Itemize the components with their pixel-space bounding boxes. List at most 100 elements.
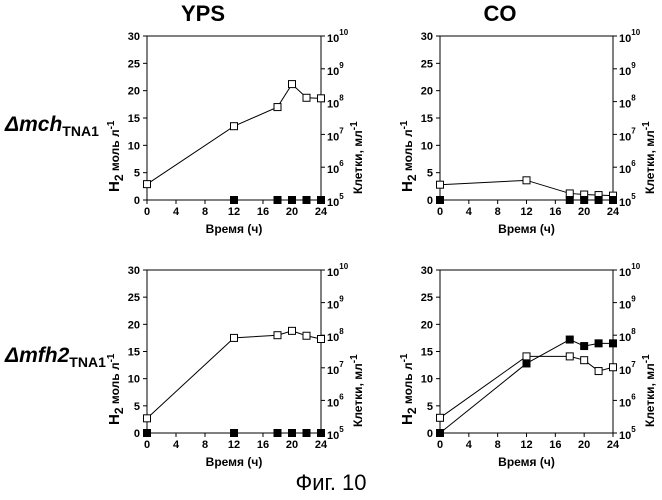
x-tick-label: 4 bbox=[466, 206, 473, 218]
y-tick-label: 30 bbox=[128, 31, 140, 43]
y2-axis-title: Клетки, мл-1 bbox=[641, 354, 657, 427]
row-label-mfh2-delta: Δ bbox=[4, 344, 19, 367]
chart-panel-mch-YPS: 0 4 8 12 16 20 24 0 5 10 15 20 25 30 1010 109 108 107 106 1… bbox=[106, 28, 365, 236]
chart-panel-mfh2-YPS: 0 4 8 12 16 20 24 0 5 10 15 20 25 30 1010 109 108 107 106 1… bbox=[106, 262, 365, 469]
row-label-mch: ΔmchTNA1 bbox=[4, 113, 99, 139]
data-point-cells bbox=[436, 413, 444, 422]
y-tick-label: 0 bbox=[427, 195, 433, 207]
y-tick-label: 20 bbox=[421, 319, 433, 331]
y-tick-label: 5 bbox=[427, 401, 433, 413]
y-tick-label: 10 bbox=[128, 140, 140, 152]
x-tick-label: 12 bbox=[228, 439, 240, 451]
y-tick-label: 15 bbox=[128, 113, 140, 125]
data-point-H2 bbox=[288, 429, 296, 437]
series-line-cells bbox=[146, 330, 322, 419]
y-tick-label: 15 bbox=[128, 347, 140, 359]
data-point-H2 bbox=[609, 339, 617, 348]
y2-tick-label: 106 bbox=[327, 392, 344, 409]
y2-tick-label: 108 bbox=[327, 327, 344, 344]
data-point-cells bbox=[565, 352, 574, 361]
data-point-H2 bbox=[436, 196, 444, 204]
column-title-co: CO bbox=[484, 1, 517, 26]
data-point-cells bbox=[302, 93, 311, 102]
y-axis-title: H2 моль л-1 bbox=[399, 353, 419, 425]
x-tick-label: 24 bbox=[315, 439, 328, 451]
data-point-cells bbox=[230, 122, 238, 131]
y-axis-title: H2 моль л-1 bbox=[399, 120, 419, 192]
y-tick-label: 15 bbox=[421, 113, 433, 125]
y-tick-label: 10 bbox=[128, 374, 140, 386]
y-tick-label: 25 bbox=[421, 292, 433, 304]
row-label-mch-gene: mch bbox=[19, 113, 62, 136]
data-point-cells bbox=[580, 356, 589, 365]
y-tick-label: 25 bbox=[128, 292, 140, 304]
data-point-cells bbox=[288, 80, 296, 89]
x-tick-label: 24 bbox=[607, 206, 620, 218]
data-point-H2 bbox=[580, 196, 589, 204]
y-tick-label: 20 bbox=[421, 86, 433, 98]
data-point-H2 bbox=[317, 429, 325, 437]
data-point-H2 bbox=[436, 429, 444, 437]
y2-axis-title: Клетки, мл-1 bbox=[349, 354, 365, 427]
plot-frame bbox=[439, 269, 614, 434]
row-label-mfh2-subscript: TNA1 bbox=[69, 354, 106, 370]
y2-tick-label: 105 bbox=[327, 192, 344, 209]
x-tick-label: 4 bbox=[173, 439, 180, 451]
x-axis-title: Время (ч) bbox=[498, 222, 555, 236]
y2-tick-label: 108 bbox=[327, 94, 344, 111]
column-title-yps: YPS bbox=[181, 1, 225, 26]
x-tick-label: 8 bbox=[495, 206, 501, 218]
data-point-H2 bbox=[288, 196, 296, 204]
data-point-H2 bbox=[522, 359, 531, 368]
y2-tick-label: 107 bbox=[619, 126, 636, 143]
data-point-H2 bbox=[273, 196, 282, 204]
data-point-cells bbox=[317, 335, 325, 344]
data-point-H2 bbox=[594, 196, 603, 204]
x-tick-label: 0 bbox=[144, 439, 150, 451]
y2-tick-label: 1010 bbox=[619, 262, 641, 279]
x-tick-label: 8 bbox=[202, 206, 208, 218]
y-tick-label: 5 bbox=[134, 401, 140, 413]
y2-tick-label: 109 bbox=[327, 61, 344, 78]
row-label-mfh2: Δmfh2TNA1 bbox=[4, 344, 106, 370]
data-point-cells bbox=[522, 176, 531, 185]
plot-frame bbox=[146, 269, 322, 434]
y2-tick-label: 109 bbox=[619, 61, 636, 78]
x-tick-label: 12 bbox=[228, 206, 240, 218]
x-tick-label: 24 bbox=[607, 439, 620, 451]
y-tick-label: 10 bbox=[421, 374, 433, 386]
data-point-cells bbox=[317, 94, 325, 103]
y2-tick-label: 108 bbox=[619, 327, 636, 344]
series-line-cells bbox=[146, 83, 322, 185]
data-point-cells bbox=[565, 189, 574, 198]
y2-tick-label: 109 bbox=[327, 295, 344, 312]
x-tick-label: 0 bbox=[437, 206, 443, 218]
row-label-mfh2-gene: mfh2 bbox=[19, 344, 69, 367]
x-axis-title: Время (ч) bbox=[206, 222, 263, 236]
figure-caption: Фиг. 10 bbox=[295, 470, 366, 495]
x-tick-label: 0 bbox=[437, 439, 443, 451]
data-point-cells bbox=[522, 352, 531, 361]
y-axis-title: H2 моль л-1 bbox=[106, 353, 126, 425]
row-label-mch-subscript: TNA1 bbox=[62, 123, 99, 139]
data-point-cells bbox=[436, 180, 444, 189]
y-tick-label: 5 bbox=[134, 168, 140, 180]
data-point-cells bbox=[288, 326, 296, 335]
y2-tick-label: 105 bbox=[327, 425, 344, 442]
data-point-cells bbox=[143, 180, 151, 189]
y2-tick-label: 108 bbox=[619, 94, 636, 111]
row-label-mch-delta: Δ bbox=[4, 113, 19, 136]
chart-panel-mch-CO: 0 4 8 12 16 20 24 0 5 10 15 20 25 30 1010 109 108 107 106 1… bbox=[399, 28, 657, 236]
data-point-H2 bbox=[302, 196, 311, 204]
data-point-H2 bbox=[302, 429, 311, 437]
y-tick-label: 30 bbox=[421, 31, 433, 43]
plot-frame bbox=[439, 35, 614, 201]
y-tick-label: 10 bbox=[421, 140, 433, 152]
y2-axis-title: Клетки, мл-1 bbox=[349, 121, 365, 194]
data-point-H2 bbox=[273, 429, 282, 437]
x-tick-label: 20 bbox=[286, 439, 298, 451]
x-tick-label: 0 bbox=[144, 206, 150, 218]
y-tick-label: 20 bbox=[128, 86, 140, 98]
data-point-H2 bbox=[565, 196, 574, 204]
plot-frame bbox=[146, 35, 322, 201]
